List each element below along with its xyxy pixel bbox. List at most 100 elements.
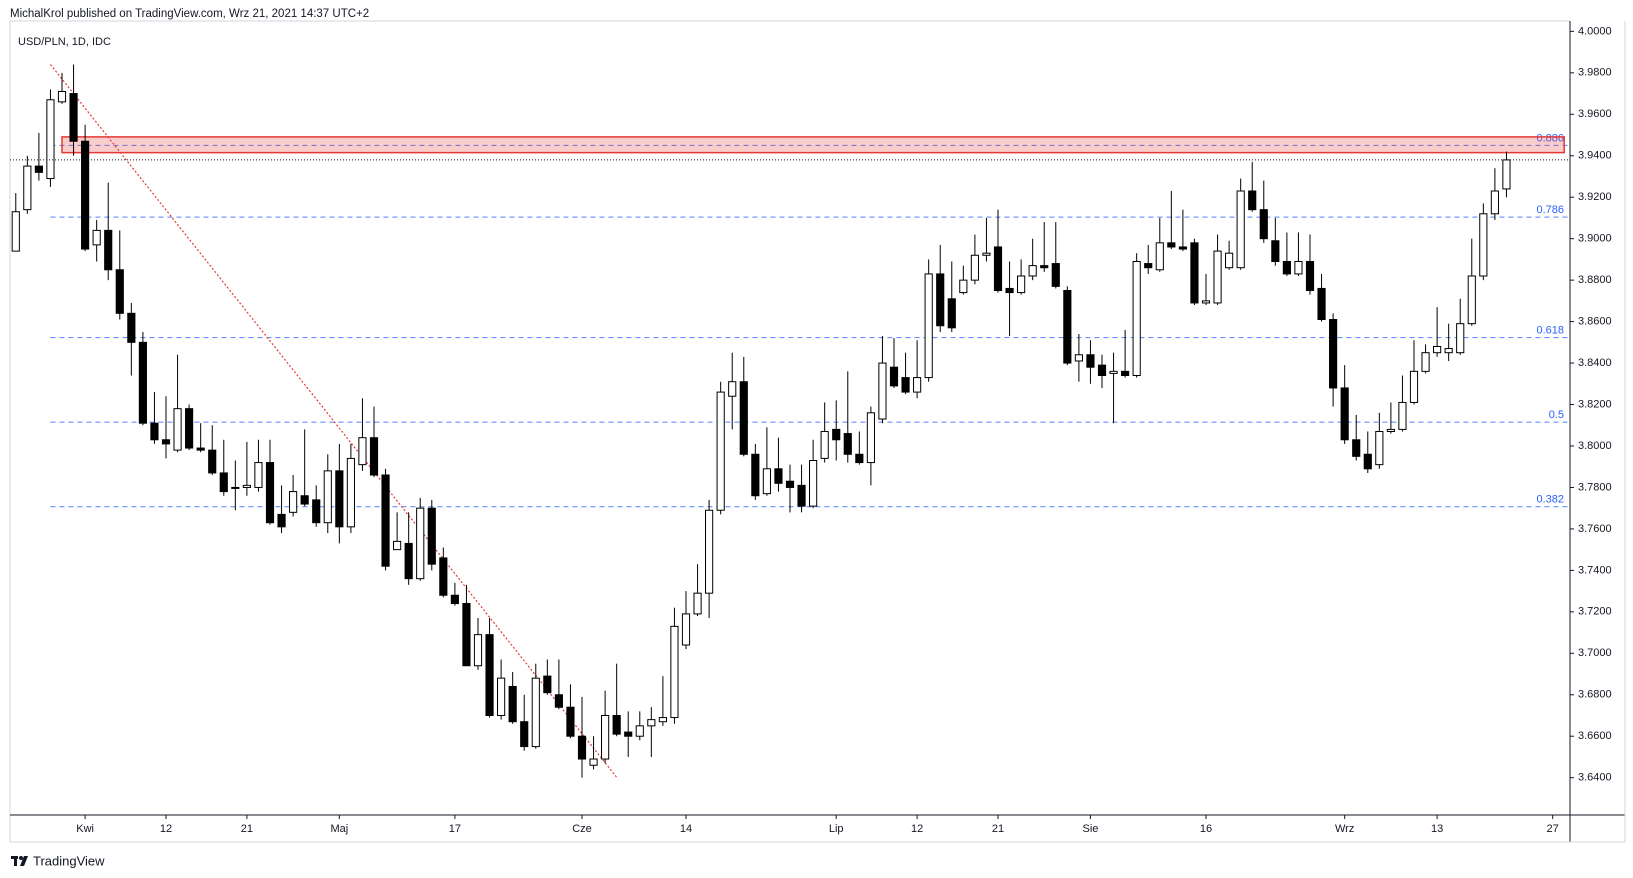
candle-body: [115, 269, 124, 314]
candle-body: [543, 675, 552, 694]
candle-body: [57, 90, 67, 103]
x-tick-label: 12: [911, 823, 923, 835]
candle-body: [1017, 275, 1026, 294]
candle-body: [1479, 213, 1488, 277]
candle-body: [1340, 387, 1349, 441]
candle-body: [924, 273, 933, 379]
x-tick-label: 16: [1200, 823, 1212, 835]
candle-body: [335, 470, 344, 528]
candle-body: [1282, 260, 1291, 275]
y-tick-label: 3.8000: [1578, 440, 1612, 452]
candle-body: [265, 462, 275, 524]
candle-body: [878, 362, 887, 420]
candle-body: [1074, 354, 1083, 362]
candle-body: [947, 298, 956, 329]
y-tick-label: 3.7800: [1578, 481, 1612, 493]
candle-body: [1294, 260, 1303, 275]
candle-body: [970, 254, 979, 281]
candle-body: [1028, 265, 1037, 277]
candle-body: [312, 499, 321, 524]
candle-body: [346, 457, 355, 528]
fib-label: 0.786: [1536, 204, 1564, 216]
candle-body: [1352, 439, 1361, 457]
candle-body: [393, 540, 402, 551]
candle-body: [1444, 348, 1453, 354]
candle-body: [1167, 242, 1176, 248]
candle-body: [173, 408, 182, 451]
candle-body: [1005, 287, 1014, 294]
x-tick-label: Maj: [330, 823, 348, 835]
x-tick-label: Sie: [1082, 823, 1098, 835]
candle-body: [208, 449, 217, 474]
x-tick-label: Kwi: [76, 823, 94, 835]
candle-body: [1317, 287, 1326, 321]
x-tick-label: 21: [241, 823, 253, 835]
candle-body: [1421, 352, 1430, 372]
candle-body: [462, 603, 471, 667]
candle-body: [855, 453, 864, 464]
candle-body: [69, 93, 78, 142]
candle-body: [762, 468, 771, 495]
candle-body: [1329, 319, 1338, 389]
candle-body: [774, 468, 783, 484]
candle-body: [300, 495, 309, 505]
candle-body: [647, 719, 656, 727]
candle-body: [358, 437, 367, 466]
candle-body: [612, 714, 621, 735]
y-tick-label: 3.6800: [1578, 689, 1612, 701]
candle-body: [277, 513, 286, 528]
candle-body: [34, 165, 43, 173]
tv-logo: [11, 856, 28, 866]
x-tick-label: 17: [449, 823, 461, 835]
candle-body: [1063, 290, 1072, 364]
x-tick-label: 12: [160, 823, 172, 835]
candle-body: [1109, 370, 1118, 374]
candle-body: [589, 758, 598, 766]
candle-body: [497, 677, 506, 716]
candle-body: [716, 391, 725, 511]
candle-body: [785, 480, 795, 488]
candle-body: [81, 140, 90, 250]
x-tick-label: 14: [680, 823, 692, 835]
candle-body: [1490, 190, 1499, 215]
candle-body: [959, 279, 968, 294]
y-tick-label: 3.9600: [1578, 108, 1612, 120]
candle-body: [185, 408, 194, 449]
y-tick-label: 3.7200: [1578, 606, 1612, 618]
candle-body: [1467, 275, 1476, 325]
candle-body: [993, 246, 1003, 292]
candle-body: [404, 542, 413, 580]
y-tick-label: 3.9000: [1578, 233, 1612, 245]
candle-body: [1409, 370, 1419, 403]
candle-body: [138, 341, 147, 424]
y-tick-label: 3.8400: [1578, 357, 1612, 369]
candle-body: [1456, 323, 1465, 354]
candle-body: [196, 447, 205, 451]
candle-body: [1398, 401, 1407, 430]
symbol-title: USD/PLN, 1D, IDC: [18, 36, 111, 48]
candle-body: [601, 714, 610, 760]
candle-body: [1144, 263, 1153, 269]
candle-body: [554, 694, 563, 708]
fib-label: 0.618: [1536, 324, 1564, 336]
candle-body: [127, 312, 136, 343]
candle-body: [1248, 190, 1257, 211]
x-tick-label: 13: [1431, 823, 1443, 835]
y-tick-label: 3.7600: [1578, 523, 1612, 535]
x-tick-label: 27: [1547, 823, 1559, 835]
candle-body: [901, 377, 910, 393]
candle-body: [161, 439, 171, 445]
candle-body: [1502, 159, 1511, 190]
candle-body: [1051, 263, 1060, 287]
y-tick-label: 3.8200: [1578, 398, 1612, 410]
x-tick-label: 21: [992, 823, 1004, 835]
candle-body: [1433, 345, 1442, 354]
candle-body: [219, 472, 228, 493]
x-tick-label: Wrz: [1335, 823, 1354, 835]
candle-body: [1155, 242, 1164, 271]
candle-body: [473, 634, 483, 667]
candle-body: [450, 594, 459, 605]
candle-body: [1271, 240, 1280, 262]
candle-body: [1363, 453, 1372, 470]
